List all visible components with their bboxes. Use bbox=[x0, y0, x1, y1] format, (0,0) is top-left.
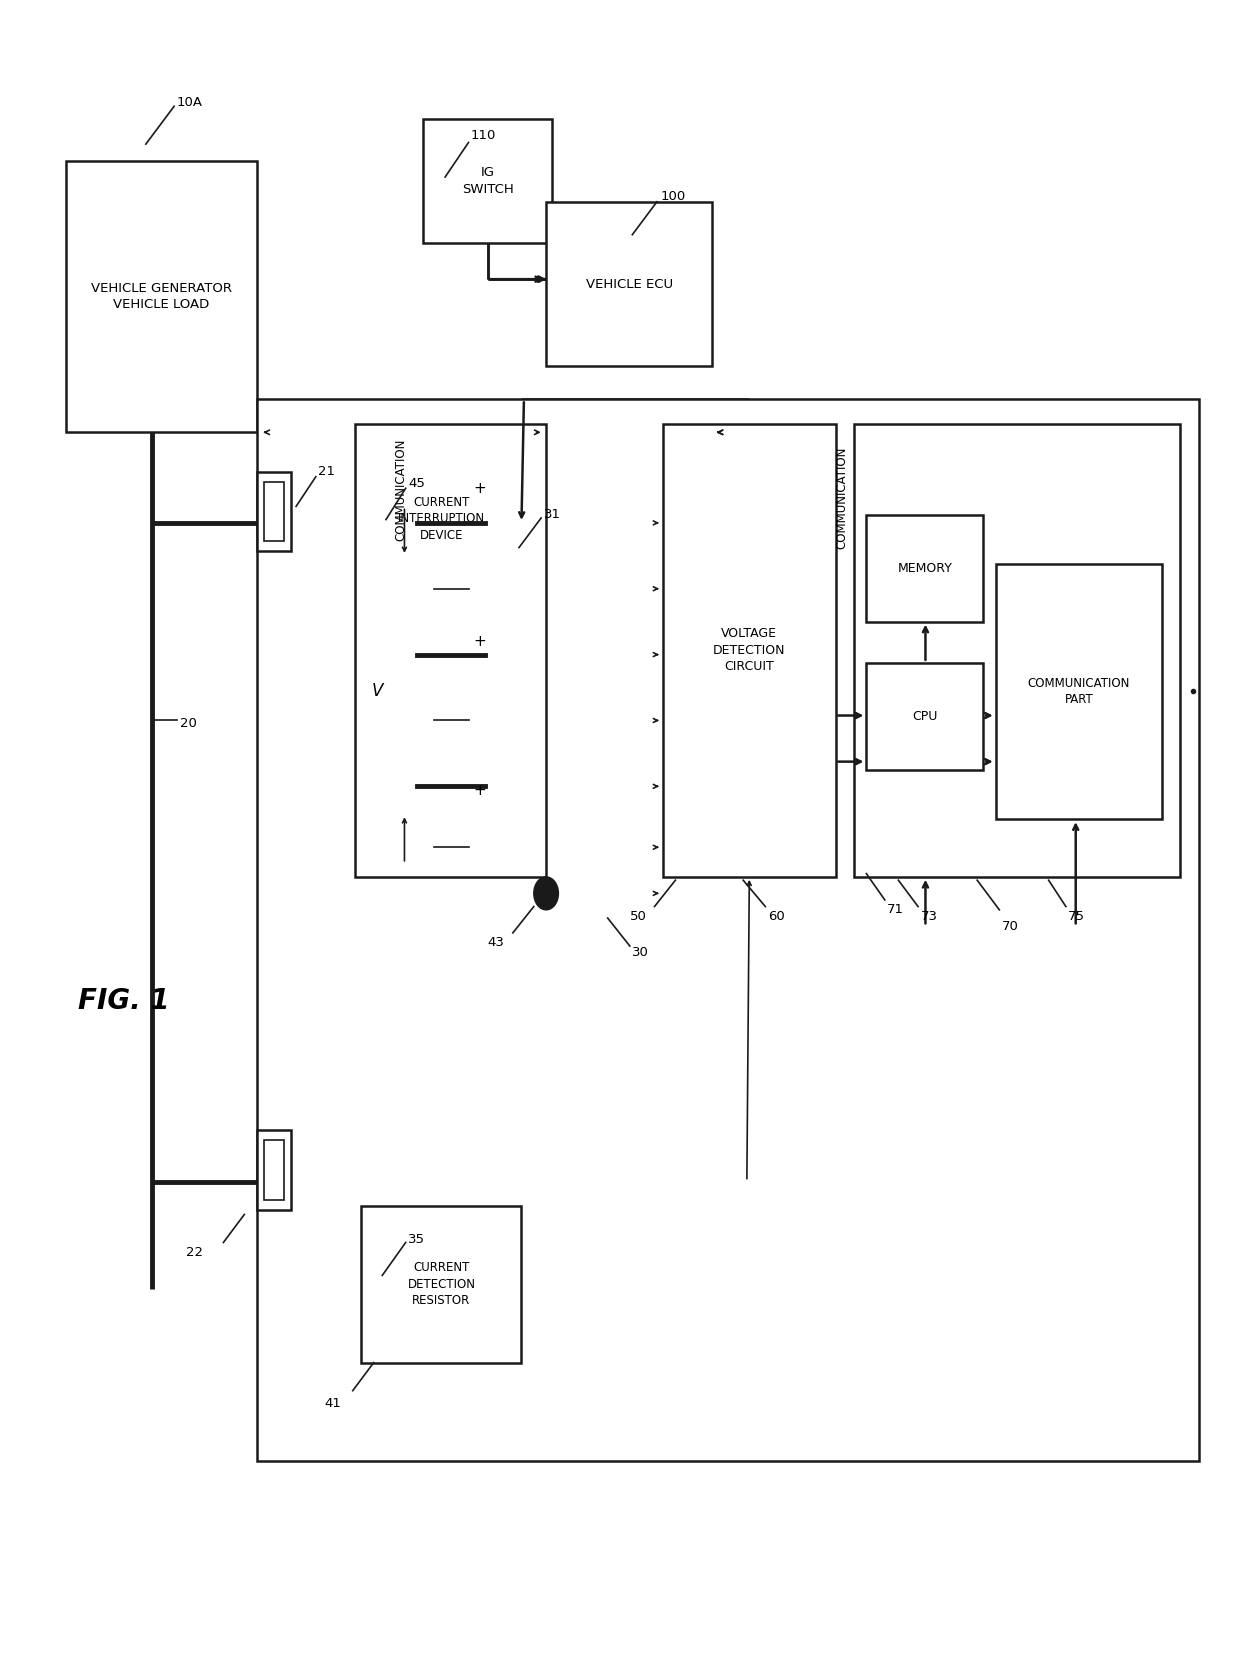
FancyBboxPatch shape bbox=[361, 440, 522, 597]
FancyBboxPatch shape bbox=[257, 1130, 291, 1210]
Text: 60: 60 bbox=[768, 910, 785, 923]
Text: 21: 21 bbox=[319, 465, 335, 478]
FancyBboxPatch shape bbox=[66, 161, 257, 432]
FancyBboxPatch shape bbox=[361, 1206, 522, 1362]
Text: COMMUNICATION: COMMUNICATION bbox=[836, 447, 848, 549]
Text: 31: 31 bbox=[543, 508, 560, 521]
Circle shape bbox=[533, 877, 558, 910]
FancyBboxPatch shape bbox=[257, 399, 1199, 1461]
Text: CURRENT
DETECTION
RESISTOR: CURRENT DETECTION RESISTOR bbox=[408, 1261, 475, 1307]
FancyBboxPatch shape bbox=[854, 424, 1180, 877]
Text: 30: 30 bbox=[632, 947, 650, 960]
Text: 75: 75 bbox=[1069, 910, 1085, 923]
Text: MEMORY: MEMORY bbox=[898, 561, 952, 574]
Text: VOLTAGE
DETECTION
CIRCUIT: VOLTAGE DETECTION CIRCUIT bbox=[713, 627, 786, 674]
Text: 22: 22 bbox=[186, 1246, 203, 1259]
FancyBboxPatch shape bbox=[663, 424, 836, 877]
Text: CPU: CPU bbox=[913, 710, 937, 723]
Text: 110: 110 bbox=[471, 129, 496, 142]
Text: 41: 41 bbox=[325, 1397, 341, 1410]
Text: VEHICLE ECU: VEHICLE ECU bbox=[585, 278, 673, 291]
Text: +: + bbox=[474, 783, 486, 798]
FancyBboxPatch shape bbox=[867, 664, 983, 770]
Text: COMMUNICATION: COMMUNICATION bbox=[394, 439, 407, 541]
Text: 73: 73 bbox=[920, 910, 937, 923]
FancyBboxPatch shape bbox=[264, 1140, 284, 1200]
Text: +: + bbox=[474, 634, 486, 649]
Text: FIG. 1: FIG. 1 bbox=[78, 986, 170, 1015]
FancyBboxPatch shape bbox=[867, 515, 983, 622]
Text: IG
SWITCH: IG SWITCH bbox=[461, 167, 513, 195]
Text: 35: 35 bbox=[408, 1233, 425, 1246]
Text: 50: 50 bbox=[630, 910, 647, 923]
FancyBboxPatch shape bbox=[546, 202, 712, 366]
Text: 20: 20 bbox=[180, 717, 197, 730]
FancyBboxPatch shape bbox=[355, 424, 546, 877]
FancyBboxPatch shape bbox=[264, 482, 284, 541]
Text: 10A: 10A bbox=[176, 96, 202, 109]
Text: 45: 45 bbox=[408, 477, 425, 490]
FancyBboxPatch shape bbox=[423, 119, 552, 243]
Text: 71: 71 bbox=[888, 904, 904, 917]
Text: 43: 43 bbox=[487, 937, 503, 950]
FancyBboxPatch shape bbox=[996, 564, 1162, 819]
Text: CURRENT
INTERRUPTION
DEVICE: CURRENT INTERRUPTION DEVICE bbox=[398, 496, 485, 541]
Text: COMMUNICATION
PART: COMMUNICATION PART bbox=[1028, 677, 1130, 707]
Text: V: V bbox=[371, 682, 383, 700]
Text: VEHICLE GENERATOR
VEHICLE LOAD: VEHICLE GENERATOR VEHICLE LOAD bbox=[91, 281, 232, 311]
FancyBboxPatch shape bbox=[257, 472, 291, 551]
Text: 70: 70 bbox=[1002, 920, 1019, 933]
Text: 100: 100 bbox=[661, 190, 686, 204]
Text: +: + bbox=[474, 482, 486, 496]
